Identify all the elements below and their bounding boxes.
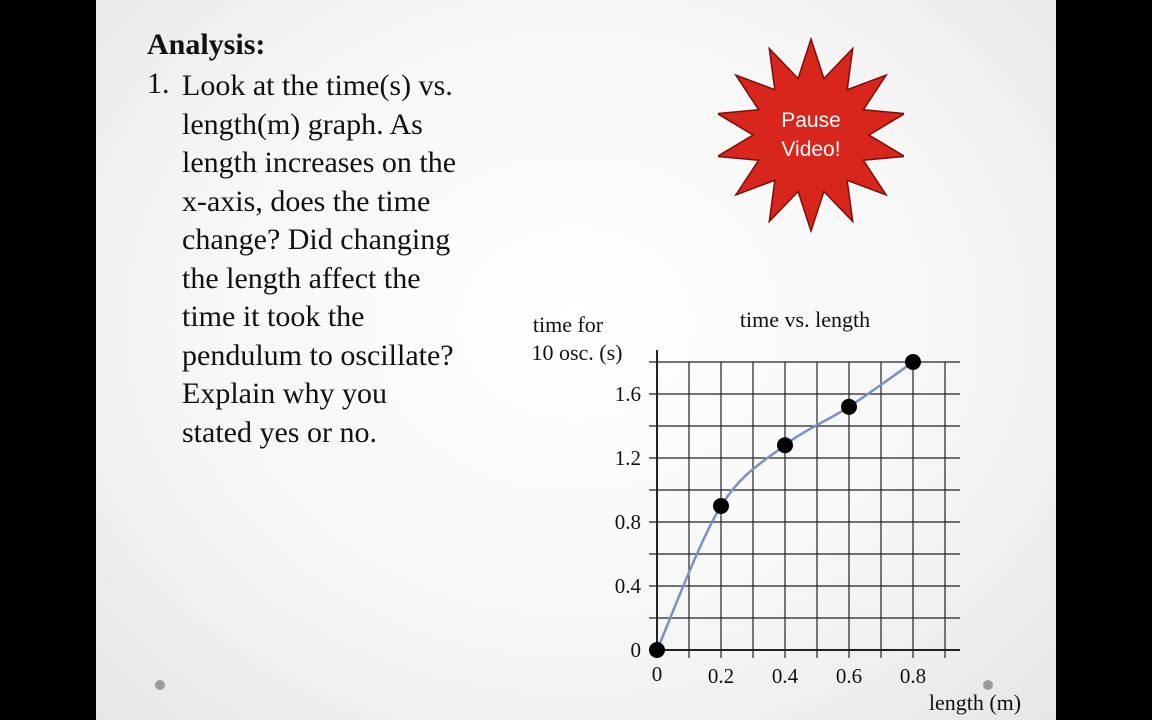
- question-text: Look at the time(s) vs. length(m) graph.…: [182, 67, 456, 452]
- data-point: [713, 498, 729, 514]
- data-point: [777, 437, 793, 454]
- question-line: pendulum to oscillate?: [182, 338, 454, 372]
- data-markers: [649, 354, 921, 658]
- x-tick-label: 0.6: [836, 664, 862, 688]
- y-tick-labels: 0 0.4 0.8 1.2 1.6: [615, 382, 642, 662]
- y-tick-label: 0.4: [615, 574, 642, 598]
- question-line: length(m) graph. As: [182, 107, 423, 141]
- slide: [96, 0, 1056, 720]
- x-tick-label: 0: [652, 662, 663, 686]
- slide-nav-dot-right[interactable]: [983, 680, 993, 690]
- analysis-heading: Analysis:: [147, 28, 266, 61]
- y-tick-label: 0: [631, 638, 642, 662]
- question-number: 1.: [147, 67, 170, 100]
- series-curve: [655, 360, 914, 651]
- y-tick-label: 1.6: [615, 382, 641, 406]
- chart-grid: [649, 350, 960, 658]
- video-label: Video!: [781, 138, 840, 161]
- x-tick-label: 0.2: [708, 664, 734, 688]
- question-line: stated yes or no.: [182, 415, 377, 449]
- question-line: time it took the: [182, 300, 365, 333]
- y-tick-label: 0.8: [615, 510, 641, 534]
- chart-title: time vs. length: [740, 307, 870, 332]
- question-line: change? Did changing: [182, 223, 451, 256]
- question-line: the length affect the: [182, 261, 421, 295]
- question-line: x-axis, does the time: [182, 184, 431, 218]
- data-point: [649, 642, 665, 658]
- pause-label: Pause: [781, 109, 841, 132]
- x-tick-label: 0.4: [772, 664, 799, 688]
- y-axis-label-line1: time for: [533, 312, 604, 337]
- x-tick-labels: 0 0.2 0.4 0.6 0.8: [652, 662, 926, 688]
- data-point: [841, 398, 857, 415]
- data-point: [905, 354, 921, 370]
- y-tick-label: 1.2: [615, 446, 641, 470]
- slide-nav-dot-left[interactable]: [155, 680, 165, 690]
- y-axis-label-line2: 10 osc. (s): [531, 340, 622, 365]
- question-line: Explain why you: [182, 377, 387, 410]
- question-line: Look at the time(s) vs.: [182, 69, 453, 102]
- pause-video-badge: Pause Video!: [718, 36, 904, 234]
- question-line: length increases on the: [182, 146, 457, 179]
- x-axis-label: length (m): [929, 690, 1021, 715]
- starburst-shape: [718, 36, 904, 234]
- x-tick-label: 0.8: [900, 664, 926, 688]
